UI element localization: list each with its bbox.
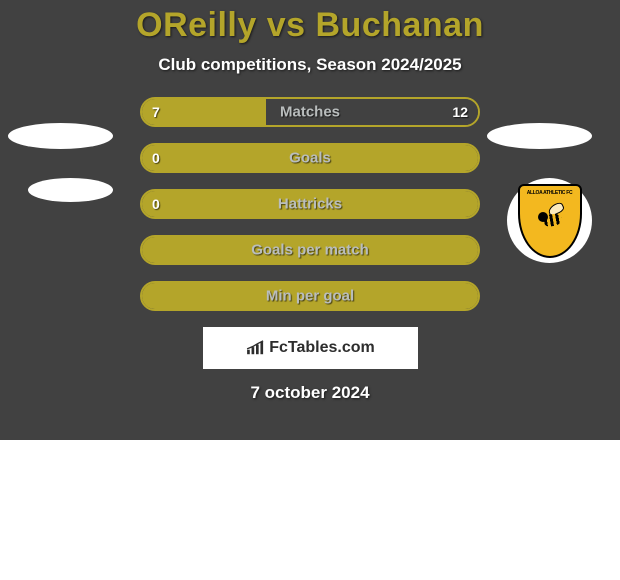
right-club-logo: ALLOA ATHLETIC FC xyxy=(507,178,592,263)
left-team-placeholder xyxy=(28,178,113,202)
bar-chart-icon xyxy=(245,340,265,356)
stat-bar: Goals 0 xyxy=(140,143,480,173)
stat-bar: Goals per match xyxy=(140,235,480,265)
stat-label: Min per goal xyxy=(266,288,354,305)
stat-bar: Min per goal xyxy=(140,281,480,311)
right-player-placeholder xyxy=(487,123,592,149)
club-shield: ALLOA ATHLETIC FC xyxy=(518,184,582,258)
stat-left-value: 0 xyxy=(152,196,160,212)
stat-right-value: 12 xyxy=(452,104,468,120)
club-shield-text: ALLOA ATHLETIC FC xyxy=(524,190,576,198)
subtitle: Club competitions, Season 2024/2025 xyxy=(0,55,620,75)
comparison-card: OReilly vs Buchanan Club competitions, S… xyxy=(0,0,620,440)
stat-label: Hattricks xyxy=(278,196,342,213)
stat-label: Matches xyxy=(280,104,340,121)
wasp-icon xyxy=(534,202,570,238)
stat-left-value: 0 xyxy=(152,150,160,166)
page-title: OReilly vs Buchanan xyxy=(0,6,620,45)
stat-bar: Matches 7 12 xyxy=(140,97,480,127)
attribution-box: FcTables.com xyxy=(203,327,418,369)
attribution-text: FcTables.com xyxy=(269,339,375,357)
left-player-placeholder xyxy=(8,123,113,149)
stat-left-value: 7 xyxy=(152,104,160,120)
stat-label: Goals xyxy=(289,150,331,167)
stat-bar: Hattricks 0 xyxy=(140,189,480,219)
date-text: 7 october 2024 xyxy=(0,383,620,403)
stat-label: Goals per match xyxy=(251,242,369,259)
